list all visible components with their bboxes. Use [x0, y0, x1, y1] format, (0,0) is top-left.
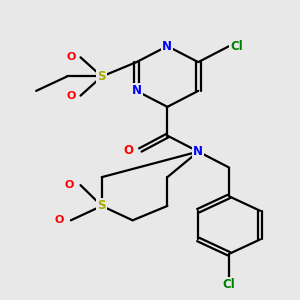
Text: Cl: Cl: [230, 40, 243, 52]
Text: O: O: [55, 215, 64, 225]
Text: S: S: [98, 200, 106, 212]
Text: S: S: [98, 70, 106, 83]
Text: N: N: [131, 84, 142, 98]
Text: O: O: [64, 180, 74, 190]
Text: N: N: [162, 40, 172, 52]
Text: O: O: [66, 91, 76, 101]
Text: O: O: [66, 52, 76, 62]
Text: N: N: [193, 145, 203, 158]
Text: O: O: [124, 143, 134, 157]
Text: Cl: Cl: [223, 278, 236, 291]
